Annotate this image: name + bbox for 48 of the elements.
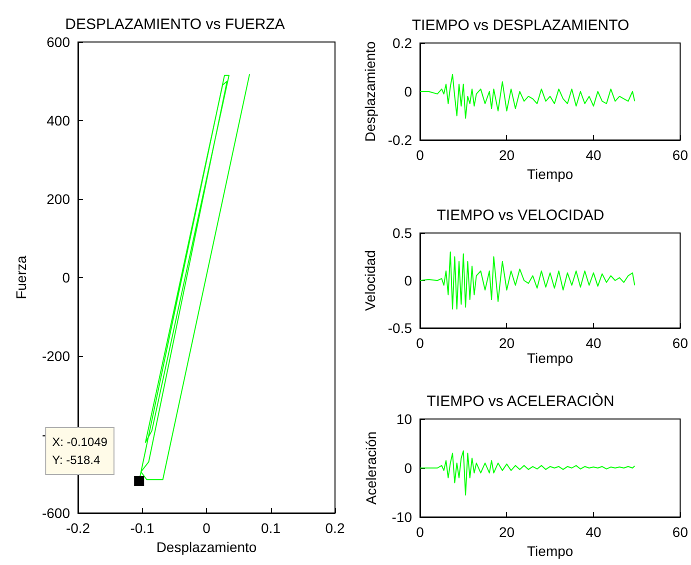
y-tick-label: 200 xyxy=(46,191,70,207)
x-axis-title: Tiempo xyxy=(527,542,574,559)
y-tick-label: 0 xyxy=(404,272,412,288)
x-tick-label: -0.1 xyxy=(130,520,155,536)
y-tick-label: -0.2 xyxy=(388,132,412,148)
chart-title: TIEMPO vs ACELERACIÒN xyxy=(426,392,614,410)
x-tick-label: 0 xyxy=(202,520,211,536)
x-tick-label: 20 xyxy=(498,335,515,351)
x-tick-label: 0.2 xyxy=(325,520,345,536)
x-tick-label: 20 xyxy=(498,147,515,163)
chart-title: DESPLAZAMIENTO vs FUERZA xyxy=(65,16,285,33)
y-tick-label: 10 xyxy=(396,411,412,427)
x-tick-label: 0 xyxy=(416,524,424,540)
x-tick-label: 40 xyxy=(586,335,602,351)
y-tick-label: 600 xyxy=(46,34,70,50)
line-series xyxy=(420,252,636,310)
x-tick-label: 60 xyxy=(672,335,688,351)
y-tick-label: 400 xyxy=(46,112,70,128)
y-tick-label: 0 xyxy=(62,270,70,286)
annotation: X: -0.1049 Y: -518.4 xyxy=(52,434,108,467)
x-axis-title: Desplazamiento xyxy=(156,538,257,555)
x-tick-label: 0.1 xyxy=(261,520,281,536)
y-tick-label: -0.5 xyxy=(388,320,412,336)
x-tick-label: 0 xyxy=(416,147,424,163)
y-tick-label: -200 xyxy=(42,348,70,364)
x-axis-title: Tiempo xyxy=(527,350,574,366)
y-axis-title: Velocidad xyxy=(362,250,378,311)
x-tick-label: -0.2 xyxy=(66,520,90,536)
y-axis-title: Desplazamiento xyxy=(362,41,378,142)
y-tick-label: 0.5 xyxy=(392,225,412,241)
x-tick-label: 60 xyxy=(672,147,688,163)
y-tick-label: 0.2 xyxy=(392,35,412,51)
x-axis-title: Tiempo xyxy=(527,166,574,182)
y-tick-label: -10 xyxy=(392,509,412,525)
y-axis-title: Fuerza xyxy=(13,256,29,300)
y-axis-title: Aceleración xyxy=(363,431,379,505)
chart-title: TIEMPO vs VELOCIDAD xyxy=(436,207,604,224)
y-tick-label: -600 xyxy=(42,505,70,521)
line-series xyxy=(420,450,636,496)
y-tick-label: 0 xyxy=(404,84,412,100)
x-tick-label: 40 xyxy=(586,147,602,163)
x-tick-label: 20 xyxy=(498,524,515,540)
y-tick-label: 0 xyxy=(404,460,412,476)
x-tick-label: 0 xyxy=(416,335,424,351)
x-tick-label: 60 xyxy=(672,524,688,540)
chart-title: TIEMPO vs DESPLAZAMIENTO xyxy=(412,17,630,34)
x-tick-label: 40 xyxy=(586,524,602,540)
line-series xyxy=(420,74,636,119)
